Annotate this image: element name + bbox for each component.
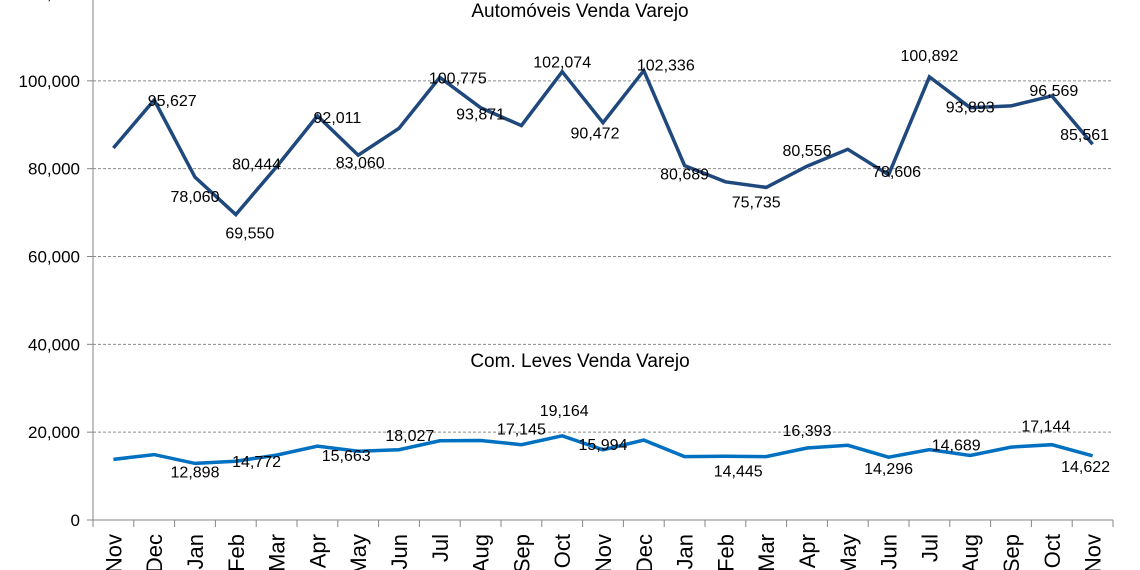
data-label: 19,164 bbox=[540, 403, 589, 420]
data-label: 102,074 bbox=[533, 55, 591, 72]
x-tick-label: Feb bbox=[224, 534, 249, 570]
data-label: 92,011 bbox=[314, 110, 362, 127]
x-tick-label: Nov bbox=[101, 534, 126, 570]
x-tick-label: Aug bbox=[958, 534, 983, 570]
data-label: 14,689 bbox=[932, 437, 981, 454]
x-tick-label: Mar bbox=[265, 534, 290, 570]
x-tick-label: May bbox=[346, 534, 371, 570]
y-tick-label: 20,000 bbox=[28, 423, 80, 442]
data-label: 100,892 bbox=[900, 48, 958, 65]
data-label: 95,627 bbox=[148, 93, 197, 110]
data-label: 17,144 bbox=[1021, 419, 1070, 436]
data-label: 16,393 bbox=[783, 423, 832, 440]
data-label: 80,689 bbox=[660, 167, 709, 184]
data-label: 102,336 bbox=[637, 58, 695, 75]
data-label: 14,772 bbox=[232, 454, 281, 471]
x-tick-label: Sep bbox=[509, 534, 534, 570]
data-label: 90,472 bbox=[571, 126, 620, 143]
y-tick-label: 80,000 bbox=[28, 160, 80, 179]
data-label: 93,871 bbox=[456, 107, 505, 124]
series-line-0 bbox=[112, 67, 1094, 218]
x-tick-label: May bbox=[836, 534, 861, 570]
x-tick-label: Nov bbox=[591, 534, 616, 570]
series-lines bbox=[112, 67, 1094, 466]
x-tick-label: Dec bbox=[142, 534, 167, 570]
x-tick-label: Jun bbox=[877, 534, 902, 569]
y-tick-label: 0 bbox=[71, 511, 80, 530]
series-line-1 bbox=[113, 433, 1094, 466]
data-label: 85,561 bbox=[1060, 127, 1109, 144]
data-label: 18,027 bbox=[385, 428, 434, 445]
data-label: 75,735 bbox=[732, 194, 781, 211]
series-title-automoveis: Automóveis Venda Varejo bbox=[471, 1, 688, 22]
data-label: 14,622 bbox=[1061, 459, 1110, 476]
x-tick-label: Jan bbox=[673, 534, 698, 569]
data-label: 15,994 bbox=[579, 437, 628, 454]
data-label: 80,444 bbox=[232, 157, 281, 174]
data-label: 14,296 bbox=[864, 461, 913, 478]
x-tick-label: Nov bbox=[1081, 534, 1106, 570]
data-label: 80,556 bbox=[783, 143, 832, 160]
y-tick-label: 100,000 bbox=[19, 72, 80, 91]
x-tick-label: Jul bbox=[428, 534, 453, 562]
x-tick-label: Mar bbox=[754, 534, 779, 570]
x-tick-label: Jul bbox=[917, 534, 942, 562]
data-label: 15,663 bbox=[322, 448, 371, 465]
data-label: 17,145 bbox=[497, 422, 546, 439]
data-label: 69,550 bbox=[225, 226, 274, 243]
x-tick-label: Aug bbox=[469, 534, 494, 570]
x-tick-label: Dec bbox=[632, 534, 657, 570]
axes bbox=[92, 0, 1113, 521]
data-label: 93,893 bbox=[946, 100, 995, 117]
data-label: 100,775 bbox=[429, 70, 487, 87]
data-label: 78,606 bbox=[872, 164, 921, 181]
x-tick-label: Oct bbox=[1040, 534, 1065, 568]
x-axis-ticks: Nov Dec Jan Feb Mar Apr May Jun Jul Aug Sep Oct Nov D… bbox=[92, 520, 1114, 570]
data-label: 83,060 bbox=[336, 155, 385, 172]
x-tick-label: Apr bbox=[305, 534, 330, 568]
x-tick-label: Jan bbox=[183, 534, 208, 569]
y-tick-label: 60,000 bbox=[28, 248, 80, 267]
y-tick-label: 120,000 bbox=[19, 0, 80, 3]
data-label: 12,898 bbox=[171, 464, 220, 481]
x-tick-label: Sep bbox=[999, 534, 1024, 570]
x-tick-label: Feb bbox=[713, 534, 738, 570]
y-axis-ticks: 0 20,000 40,000 60,000 80,000 100,000 120,000 bbox=[19, 0, 93, 530]
x-tick-label: Jun bbox=[387, 534, 412, 569]
x-tick-label: Oct bbox=[550, 534, 575, 568]
data-label: 96,569 bbox=[1029, 83, 1078, 100]
x-tick-label: Apr bbox=[795, 534, 820, 568]
data-labels: 95,627 78,060 69,550 80,444 92,011 83,060 100,… bbox=[148, 48, 1110, 481]
series-title-com-leves: Com. Leves Venda Varejo bbox=[470, 351, 689, 372]
data-label: 14,445 bbox=[714, 464, 763, 481]
data-label: 78,060 bbox=[171, 189, 220, 206]
gridlines bbox=[93, 80, 1113, 433]
y-tick-label: 40,000 bbox=[28, 335, 80, 354]
